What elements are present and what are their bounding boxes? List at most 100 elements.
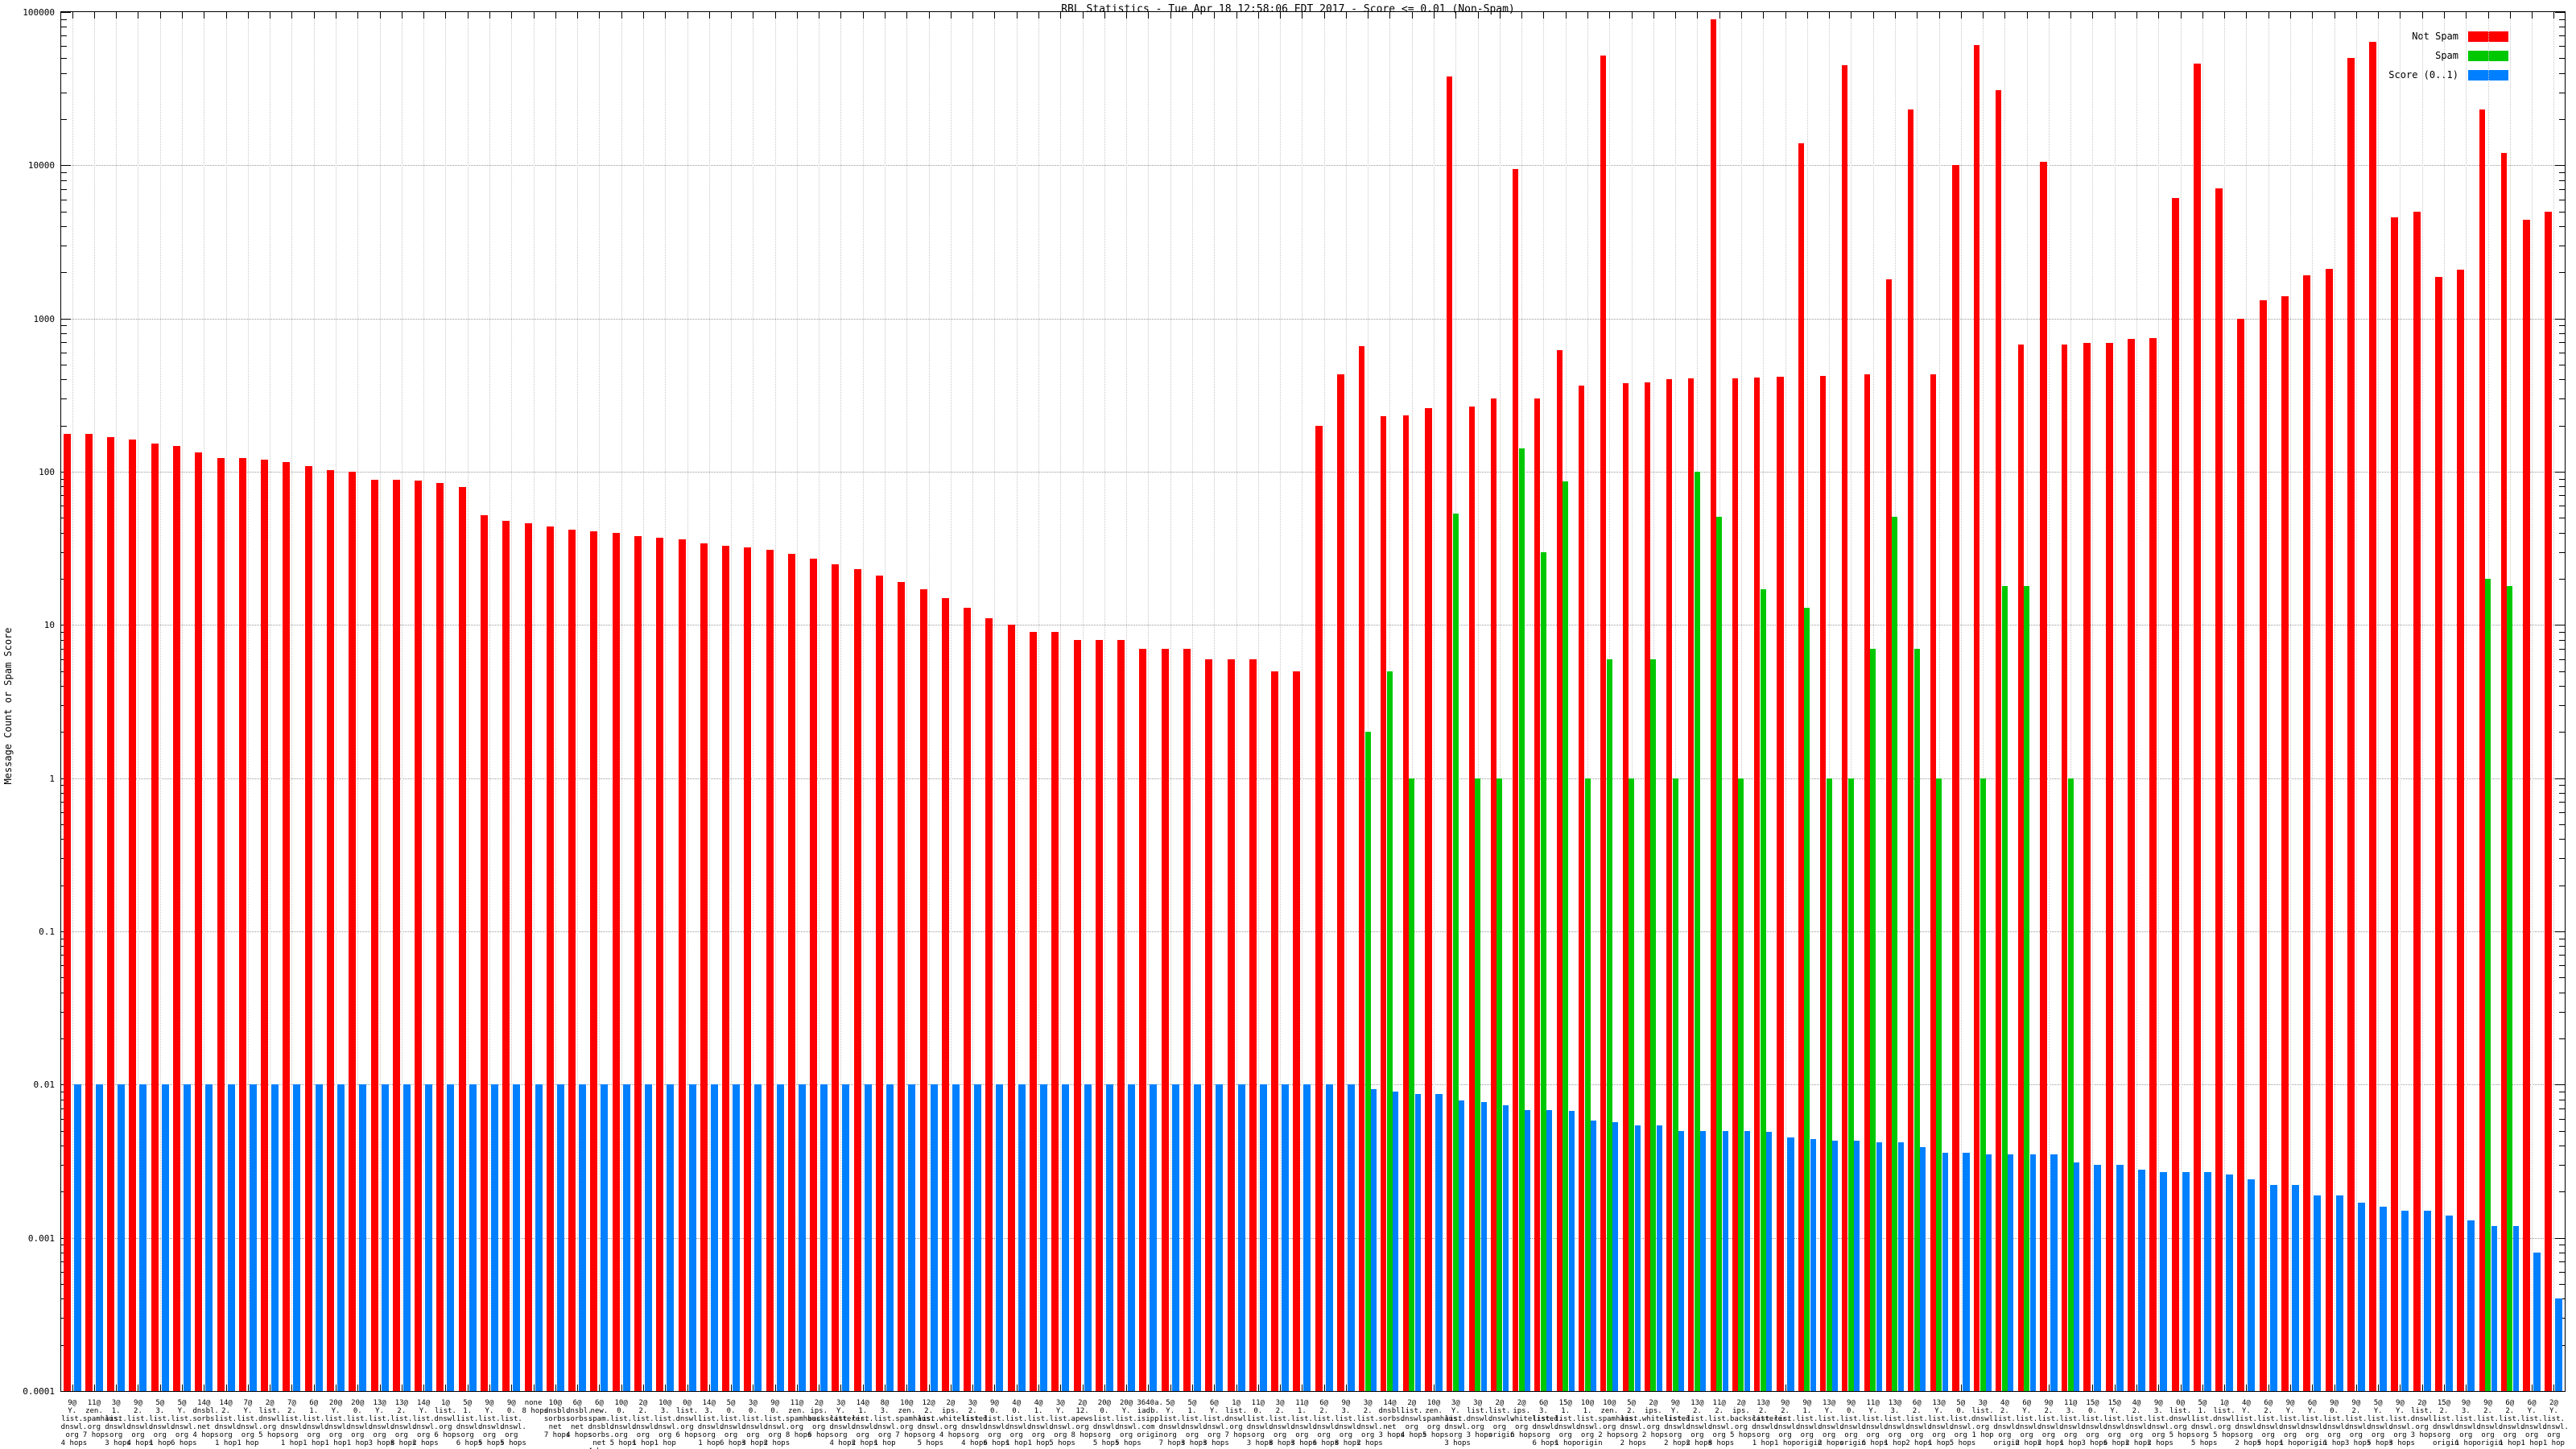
x-tick-bottom bbox=[2355, 1385, 2357, 1391]
x-tick-bottom bbox=[577, 1385, 579, 1391]
bar-not-spam bbox=[941, 597, 949, 1391]
x-tick-bottom bbox=[708, 1385, 710, 1391]
x-tick-label: 3@ 1. list. dnswl. org 3 hops bbox=[105, 1399, 131, 1447]
bar-score bbox=[2380, 1206, 2388, 1391]
x-gridline bbox=[1477, 12, 1479, 1391]
bar-score bbox=[1744, 1130, 1750, 1391]
bar-score bbox=[425, 1084, 433, 1391]
x-tick-top bbox=[1345, 12, 1347, 19]
x-tick-top bbox=[489, 12, 490, 19]
x-tick-label: 3640a. iadb. isipp. com origin bbox=[1137, 1399, 1163, 1439]
bar-not-spam bbox=[590, 530, 598, 1391]
bar-not-spam bbox=[1996, 89, 2002, 1391]
y-major-tick-left bbox=[61, 1391, 71, 1392]
x-gridline bbox=[1983, 12, 1984, 1391]
y-minor-tick-left bbox=[61, 342, 67, 344]
x-gridline bbox=[2532, 12, 2533, 1391]
x-tick-label: 13@ 2. list. dnswl. org 8 hops bbox=[390, 1399, 417, 1447]
bar-not-spam bbox=[524, 523, 532, 1391]
bar-spam bbox=[1629, 778, 1635, 1391]
y-minor-tick-right bbox=[2559, 188, 2565, 190]
x-tick-label: 6@ dnsbl. sorbs. net 4 hops bbox=[566, 1399, 592, 1439]
bar-not-spam bbox=[85, 434, 93, 1391]
x-tick-bottom bbox=[1104, 1385, 1105, 1391]
bar-not-spam bbox=[217, 457, 225, 1391]
x-tick-label: 9@ 0. list. dnswl. org 6 hops bbox=[983, 1399, 1009, 1447]
bar-score bbox=[73, 1084, 81, 1391]
x-tick-label: 9@ 2. list. dnswl. org 1 hop bbox=[1773, 1399, 1801, 1447]
x-gridline bbox=[577, 12, 579, 1391]
bar-score bbox=[2491, 1225, 2497, 1391]
x-tick-top bbox=[950, 12, 952, 19]
bar-score bbox=[2248, 1179, 2256, 1391]
x-gridline bbox=[2355, 12, 2357, 1391]
x-gridline bbox=[1016, 12, 1018, 1391]
x-gridline bbox=[2400, 12, 2401, 1391]
y-minor-tick-right bbox=[2559, 632, 2565, 634]
x-gridline bbox=[1829, 12, 1831, 1391]
bar-score bbox=[1832, 1141, 1839, 1391]
bar-score bbox=[1962, 1152, 1970, 1391]
x-tick-label: 13@ 2. list. dnswl. org 1 hop bbox=[1752, 1399, 1778, 1447]
bar-spam bbox=[2001, 585, 2008, 1391]
bar-not-spam bbox=[2500, 153, 2507, 1391]
x-tick-top bbox=[1477, 12, 1479, 19]
x-gridline bbox=[1960, 12, 1962, 1391]
x-tick-bottom bbox=[1434, 1385, 1435, 1391]
bar-score bbox=[1393, 1092, 1399, 1391]
x-tick-label: 9@ 3. list. dnswl. org 2 hops bbox=[2147, 1399, 2174, 1447]
x-gridline bbox=[665, 12, 667, 1391]
x-tick-top bbox=[1082, 12, 1084, 19]
x-tick-top bbox=[994, 12, 996, 19]
x-tick-label: 3@ 2. list. dnswl. org 8 hops bbox=[1269, 1399, 1295, 1447]
x-gridline bbox=[1257, 12, 1259, 1391]
x-tick-bottom bbox=[928, 1385, 930, 1391]
x-gridline bbox=[1675, 12, 1677, 1391]
bar-not-spam bbox=[2259, 299, 2267, 1391]
x-tick-label: 7@ 2. list. dnswl. org 1 hop bbox=[280, 1399, 307, 1447]
x-tick-bottom bbox=[950, 1385, 952, 1391]
bar-not-spam bbox=[832, 564, 840, 1391]
x-tick-label: 3@ list. dnswl. org 3 hops bbox=[1466, 1399, 1493, 1439]
bar-score bbox=[1854, 1141, 1860, 1391]
x-tick-top bbox=[1191, 12, 1193, 19]
x-tick-top bbox=[1631, 12, 1633, 19]
bar-not-spam bbox=[964, 607, 972, 1391]
bar-not-spam bbox=[898, 582, 906, 1391]
x-gridline bbox=[2312, 12, 2314, 1391]
x-tick-top bbox=[885, 12, 886, 19]
y-minor-tick-right bbox=[2559, 1283, 2565, 1285]
bar-score bbox=[381, 1084, 389, 1391]
x-tick-bottom bbox=[116, 1385, 118, 1391]
bar-score bbox=[161, 1084, 169, 1391]
x-tick-bottom bbox=[1280, 1385, 1282, 1391]
bar-not-spam bbox=[2413, 211, 2421, 1391]
bar-spam bbox=[1563, 481, 1569, 1391]
bar-not-spam bbox=[2347, 58, 2355, 1391]
x-tick-top bbox=[1016, 12, 1018, 19]
x-tick-top bbox=[2509, 12, 2511, 19]
x-tick-top bbox=[840, 12, 842, 19]
y-minor-tick-right bbox=[2559, 226, 2565, 228]
y-gridline bbox=[61, 778, 2565, 779]
x-tick-bottom bbox=[1038, 1385, 1039, 1391]
x-gridline bbox=[2289, 12, 2291, 1391]
x-tick-bottom bbox=[774, 1385, 776, 1391]
bar-not-spam bbox=[2457, 270, 2465, 1391]
bar-score bbox=[118, 1084, 126, 1391]
x-tick-top bbox=[1257, 12, 1259, 19]
bar-score bbox=[1942, 1152, 1948, 1391]
y-minor-tick-left bbox=[61, 425, 67, 427]
x-tick-bottom bbox=[2136, 1385, 2138, 1391]
chart-title: RBL Statistics - Tue Apr 18 12:58:06 EDT… bbox=[1061, 3, 1515, 15]
x-tick-bottom bbox=[2289, 1385, 2291, 1391]
y-gridline bbox=[61, 318, 2565, 320]
y-minor-tick-left bbox=[61, 19, 67, 20]
bar-not-spam bbox=[349, 472, 357, 1391]
bar-spam bbox=[1606, 658, 1612, 1391]
bar-score bbox=[2335, 1195, 2343, 1391]
y-gridline bbox=[61, 1084, 2565, 1086]
bar-not-spam bbox=[1732, 378, 1738, 1391]
bar-score bbox=[2116, 1164, 2124, 1391]
x-gridline bbox=[1740, 12, 1742, 1391]
